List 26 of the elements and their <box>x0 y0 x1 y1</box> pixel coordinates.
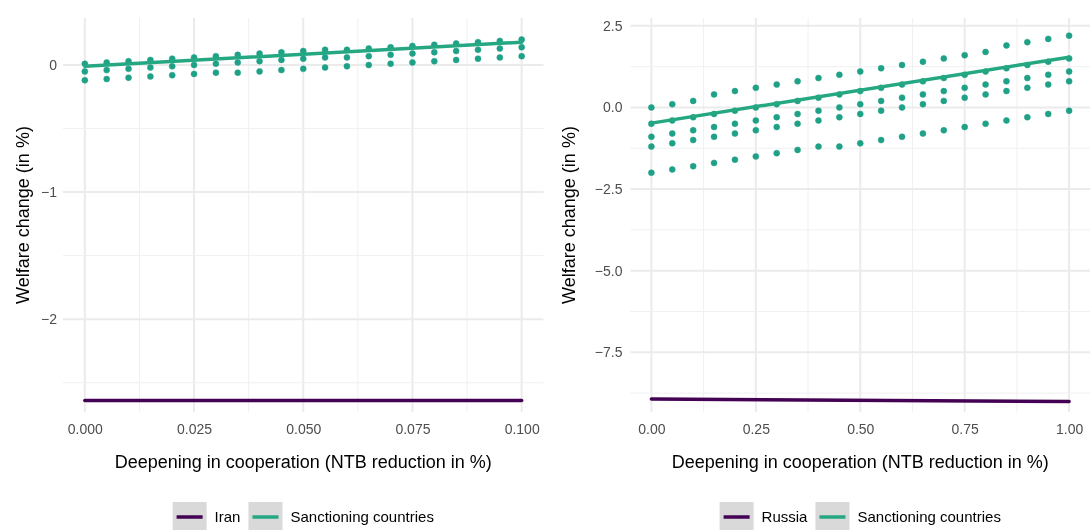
y-axis-title: Welfare change (in %) <box>13 126 33 304</box>
x-tick-label: 0.00 <box>638 420 666 437</box>
legend-label: Russia <box>761 508 809 525</box>
y-tick-label: −1 <box>41 184 58 201</box>
legend-label: Sanctioning countries <box>857 508 1001 525</box>
y-tick-label: 2.5 <box>603 17 623 34</box>
x-axis-title: Deepening in cooperation (NTB reduction in %) <box>671 452 1049 472</box>
x-tick-label: 0.50 <box>847 420 875 437</box>
x-tick-label: 0.75 <box>951 420 980 437</box>
x-tick-label: 0.050 <box>286 420 322 437</box>
legend-label: Sanctioning countries <box>290 508 434 525</box>
x-tick-label: 0.025 <box>177 420 213 437</box>
x-tick-label: 1.00 <box>1055 420 1084 437</box>
x-tick-label: 0.000 <box>67 420 104 437</box>
x-tick-label: 0.100 <box>504 420 540 437</box>
y-axis-title: Welfare change (in %) <box>558 126 579 304</box>
x-axis-title: Deepening in cooperation (NTB reduction in %) <box>114 452 492 472</box>
y-tick-label: −2 <box>41 311 58 328</box>
y-tick-label: 0.0 <box>603 99 623 116</box>
y-tick-label: 0 <box>49 57 58 74</box>
y-tick-label: −5.0 <box>594 262 623 279</box>
y-tick-label: −7.5 <box>594 344 623 361</box>
y-tick-label: −2.5 <box>594 181 623 198</box>
x-tick-label: 0.25 <box>742 420 771 437</box>
x-tick-label: 0.075 <box>395 420 431 437</box>
legend-label: Iran <box>214 508 241 525</box>
